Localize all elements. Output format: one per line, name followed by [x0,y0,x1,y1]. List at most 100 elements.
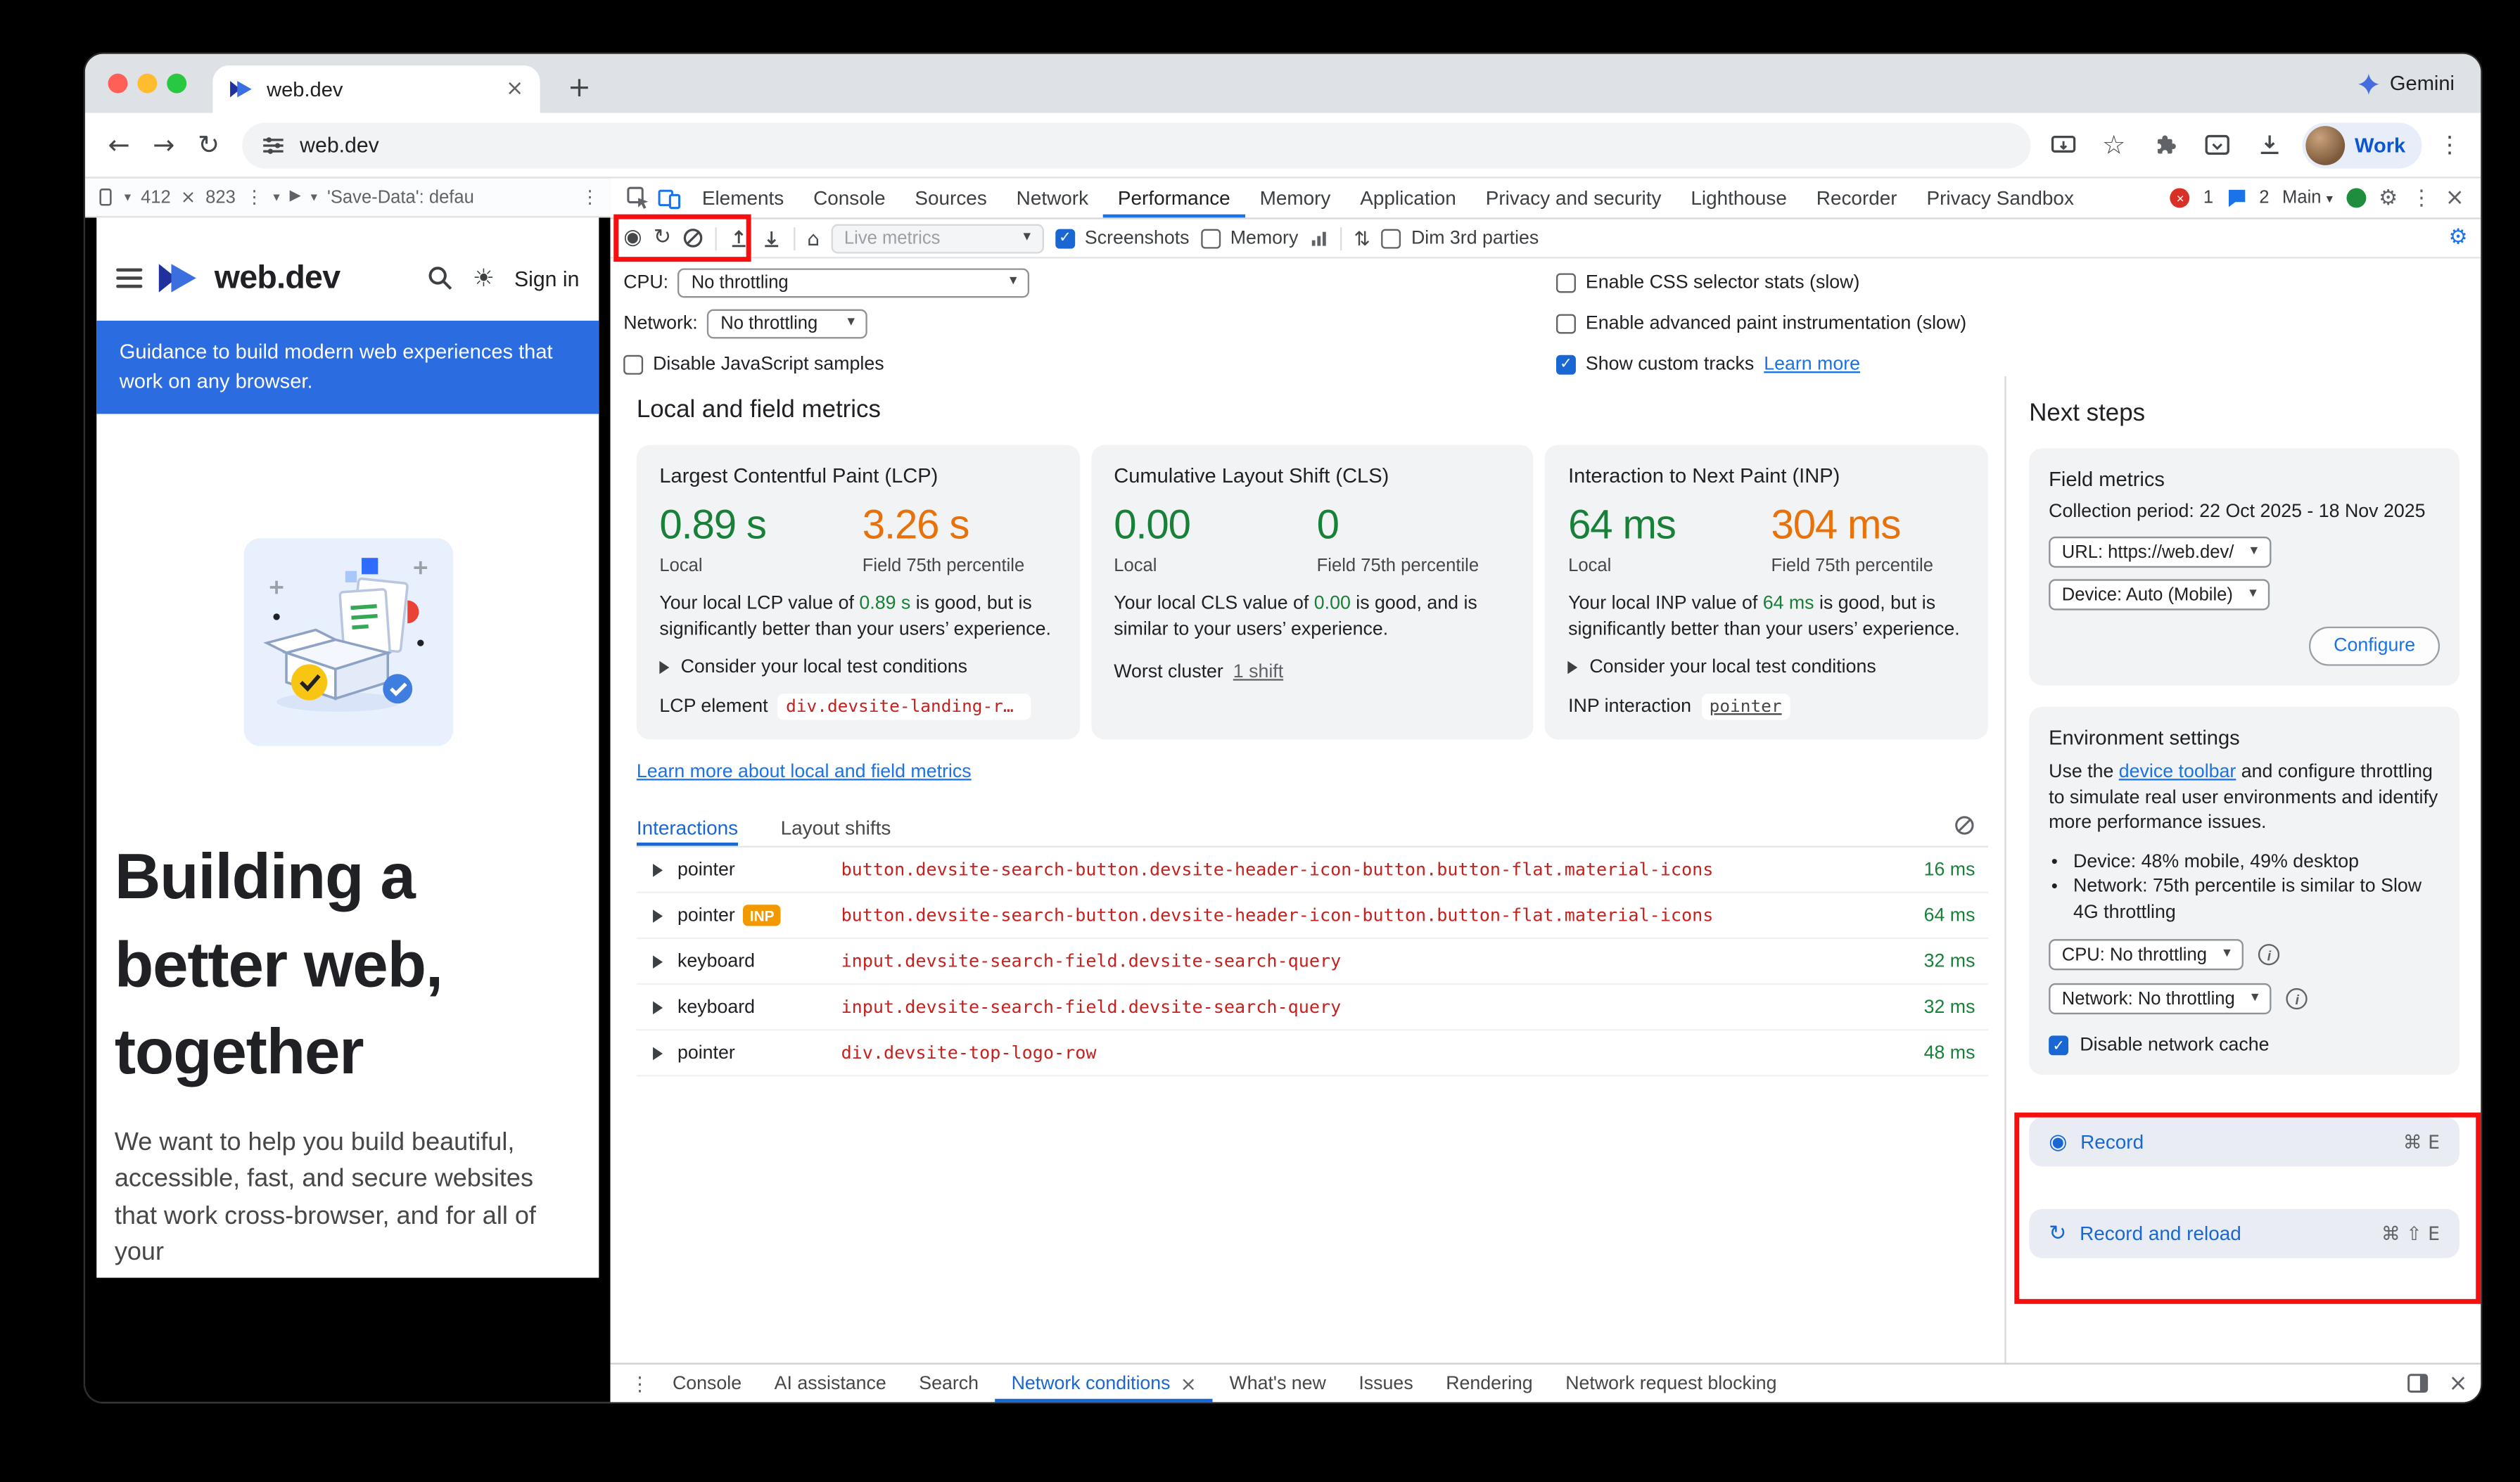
drawer-tab-console[interactable]: Console [672,1373,742,1393]
device-toolbar-link[interactable]: device toolbar [2118,762,2236,782]
css-selector-stats-checkbox[interactable]: Enable CSS selector stats (slow) [1556,272,1859,293]
expand-row-icon[interactable] [653,862,663,876]
interaction-row[interactable]: keyboard input.devsite-search-field.devs… [636,939,1989,985]
clear-log-icon[interactable] [1954,815,1975,836]
tab-application[interactable]: Application [1360,186,1456,210]
device-toolbar-toggle-icon[interactable] [658,186,681,210]
env-network-select[interactable]: Network: No throttling ▾ [2049,983,2272,1015]
extensions-puzzle-icon[interactable] [2152,132,2178,158]
live-metrics-home-icon[interactable]: ⌂ [807,226,820,250]
close-devtools-icon[interactable]: × [2445,184,2464,212]
env-cpu-select[interactable]: CPU: No throttling ▾ [2049,939,2244,971]
clear-icon[interactable] [683,227,704,248]
throttling-menu-icon[interactable]: ▶ [289,188,301,205]
tab-recorder[interactable]: Recorder [1816,186,1897,210]
gemini-button[interactable]: Gemini [2358,54,2455,113]
hamburger-menu-icon[interactable] [116,268,143,288]
record-reload-icon[interactable]: ↻ [653,225,672,250]
custom-tracks-learn-more-link[interactable]: Learn more [1764,354,1861,374]
chevron-down-icon[interactable]: ▾ [124,189,132,204]
screenshots-checkbox[interactable]: ✓ Screenshots [1055,228,1190,248]
webdev-logo-icon[interactable] [157,257,199,299]
info-icon[interactable]: i [2286,988,2308,1010]
tab-elements[interactable]: Elements [701,186,784,210]
capture-settings-gear-icon[interactable]: ⚙ [2448,225,2468,250]
forward-button[interactable]: → [153,128,175,160]
device-toolbar[interactable]: ▾ 412 × 823 ⋮ ▾ ▶ ▾ 'Save-Data': defau ⋮ [84,178,611,218]
close-drawer-tab-icon[interactable]: × [1180,1372,1197,1395]
tab-lighthouse[interactable]: Lighthouse [1691,186,1787,210]
field-device-select[interactable]: Device: Auto (Mobile) ▾ [2049,579,2270,611]
bookmark-star-icon[interactable]: ☆ [2102,128,2126,160]
network-throttling-select[interactable]: No throttling ▾ [707,308,868,338]
sign-in-link[interactable]: Sign in [514,265,580,290]
configure-button[interactable]: Configure [2309,626,2441,666]
drawer-tab-search[interactable]: Search [919,1373,979,1393]
interaction-target[interactable]: button.devsite-search-button.devsite-hea… [841,905,1714,926]
back-button[interactable]: ← [108,128,130,160]
drawer-tab-whats-new[interactable]: What's new [1229,1373,1326,1393]
load-profile-icon[interactable] [729,227,750,248]
expand-row-icon[interactable] [653,909,663,922]
custom-tracks-checkbox[interactable]: ✓ Show custom tracks [1556,354,1754,374]
tab-console[interactable]: Console [813,186,886,210]
disable-cache-checkbox[interactable]: ✓ Disable network cache [2049,1035,2440,1056]
inp-disclosure[interactable]: Consider your local test conditions [1568,658,1965,677]
close-window-button[interactable] [108,73,128,94]
context-selector[interactable]: Main ▾ [2282,188,2333,208]
site-settings-icon[interactable] [262,134,286,157]
drawer-tab-ai-assistance[interactable]: AI assistance [774,1373,886,1393]
browser-menu-icon[interactable]: ⋮ [2438,132,2462,158]
drawer-tab-network-request-blocking[interactable]: Network request blocking [1565,1373,1777,1393]
send-to-device-icon[interactable] [2050,132,2076,158]
address-bar[interactable]: web.dev [242,122,2030,168]
drawer-tab-rendering[interactable]: Rendering [1446,1373,1533,1393]
close-drawer-icon[interactable]: × [2448,1370,2468,1397]
record-button[interactable]: ◉ Record ⌘ E [2029,1117,2459,1167]
close-tab-icon[interactable]: × [505,77,524,102]
tab-network[interactable]: Network [1016,186,1089,210]
new-tab-button[interactable]: + [567,72,591,105]
record-and-reload-button[interactable]: ↻ Record and reload ⌘ ⇧ E [2029,1208,2459,1258]
tab-layout-shifts[interactable]: Layout shifts [780,815,891,839]
network-throttle-icon[interactable]: ⇅ [1354,226,1370,250]
minimize-window-button[interactable] [137,73,158,94]
interaction-target[interactable]: div.devsite-top-logo-row [841,1042,1097,1063]
tab-performance[interactable]: Performance [1103,179,1245,218]
reload-button[interactable]: ↻ [198,128,220,160]
expand-row-icon[interactable] [653,1046,663,1060]
settings-gear-icon[interactable]: ⚙ [2379,186,2398,210]
issues-bubble-icon[interactable] [2227,188,2246,207]
tab-interactions[interactable]: Interactions [637,808,738,845]
disable-js-samples-checkbox[interactable]: Disable JavaScript samples [623,354,884,374]
expand-row-icon[interactable] [653,954,663,968]
save-data-label[interactable]: 'Save-Data': defau [326,187,474,207]
devtools-menu-icon[interactable]: ⋮ [2410,186,2433,210]
browser-tab[interactable]: web.dev × [212,65,540,113]
device-more-icon[interactable]: ⋮ [580,186,599,208]
panel-layout-icon[interactable] [2407,1373,2429,1394]
tab-sources[interactable]: Sources [915,186,987,210]
interaction-row[interactable]: pointer div.devsite-top-logo-row 48 ms [636,1030,1989,1077]
device-width[interactable]: 412 [141,187,171,207]
tab-privacy-sandbox[interactable]: Privacy Sandbox [1926,186,2074,210]
learn-more-metrics-link[interactable]: Learn more about local and field metrics [636,762,972,782]
gc-trash-icon[interactable] [1310,228,1330,248]
save-profile-icon[interactable] [761,227,782,248]
interaction-target[interactable]: input.devsite-search-field.devsite-searc… [841,996,1342,1018]
search-icon[interactable] [427,265,453,291]
interaction-target[interactable]: input.devsite-search-field.devsite-searc… [841,950,1342,972]
interaction-row[interactable]: pointer INP button.devsite-search-button.… [636,893,1989,940]
tab-memory[interactable]: Memory [1259,186,1331,210]
worst-cluster-link[interactable]: 1 shift [1233,663,1284,682]
site-brand[interactable]: web.dev [214,259,341,295]
device-dimensions-icon[interactable] [96,188,115,206]
zoom-menu-icon[interactable]: ⋮ [245,186,264,208]
promo-banner[interactable]: Guidance to build modern web experiences… [96,320,599,414]
record-icon[interactable]: ◉ [623,225,642,250]
theme-toggle-icon[interactable]: ☀ [472,262,495,293]
lcp-disclosure[interactable]: Consider your local test conditions [659,658,1056,677]
errors-count[interactable]: 1 [2203,188,2214,208]
cpu-throttling-select[interactable]: No throttling ▾ [678,267,1031,298]
field-url-select[interactable]: URL: https://web.dev/▾ [2049,536,2271,568]
